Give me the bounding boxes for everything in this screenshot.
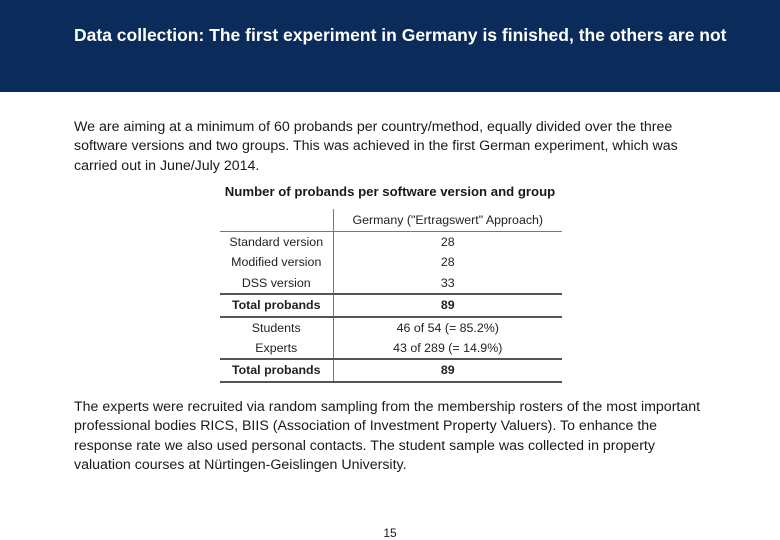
row-label: Modified version: [231, 255, 322, 270]
total-row: Total probands 89: [220, 358, 562, 383]
table-corner-cell: [220, 209, 333, 232]
row-value: 28: [332, 252, 562, 273]
row-label: Experts: [255, 341, 298, 356]
page-number: 15: [383, 526, 397, 540]
row-value: 89: [332, 358, 562, 383]
probands-table: Germany ("Ertragswert" Approach) Standar…: [220, 209, 562, 383]
table-caption: Number of probands per software version …: [224, 184, 556, 199]
title-bar: Data collection: The first experiment in…: [0, 0, 780, 92]
country-column-header: Germany ("Ertragswert" Approach): [332, 209, 562, 232]
slide-title: Data collection: The first experiment in…: [74, 25, 727, 45]
row-label: Standard version: [229, 235, 324, 249]
row-value: 43 of 289 (= 14.9%): [332, 338, 562, 360]
table-row: Experts 43 of 289 (= 14.9%): [220, 338, 562, 360]
intro-paragraph: We are aiming at a minimum of 60 proband…: [74, 119, 678, 174]
table-row: Standard version 28: [220, 231, 562, 253]
row-value: 33: [332, 272, 562, 295]
row-label: Total probands: [220, 358, 333, 383]
table-row: Modified version 28: [220, 252, 562, 273]
row-value: 28: [332, 231, 562, 253]
row-value: 89: [332, 293, 562, 317]
total-row: Total probands 89: [220, 293, 562, 317]
row-label: Students: [220, 315, 333, 339]
row-label: DSS version: [241, 275, 311, 290]
table-row: Students 46 of 54 (= 85.2%): [220, 315, 562, 339]
row-label: Total probands: [220, 293, 333, 317]
table-row: DSS version 33: [220, 272, 562, 295]
closing-paragraph: The experts were recruited via random sa…: [74, 399, 701, 473]
row-value: 46 of 54 (= 85.2%): [332, 315, 562, 339]
